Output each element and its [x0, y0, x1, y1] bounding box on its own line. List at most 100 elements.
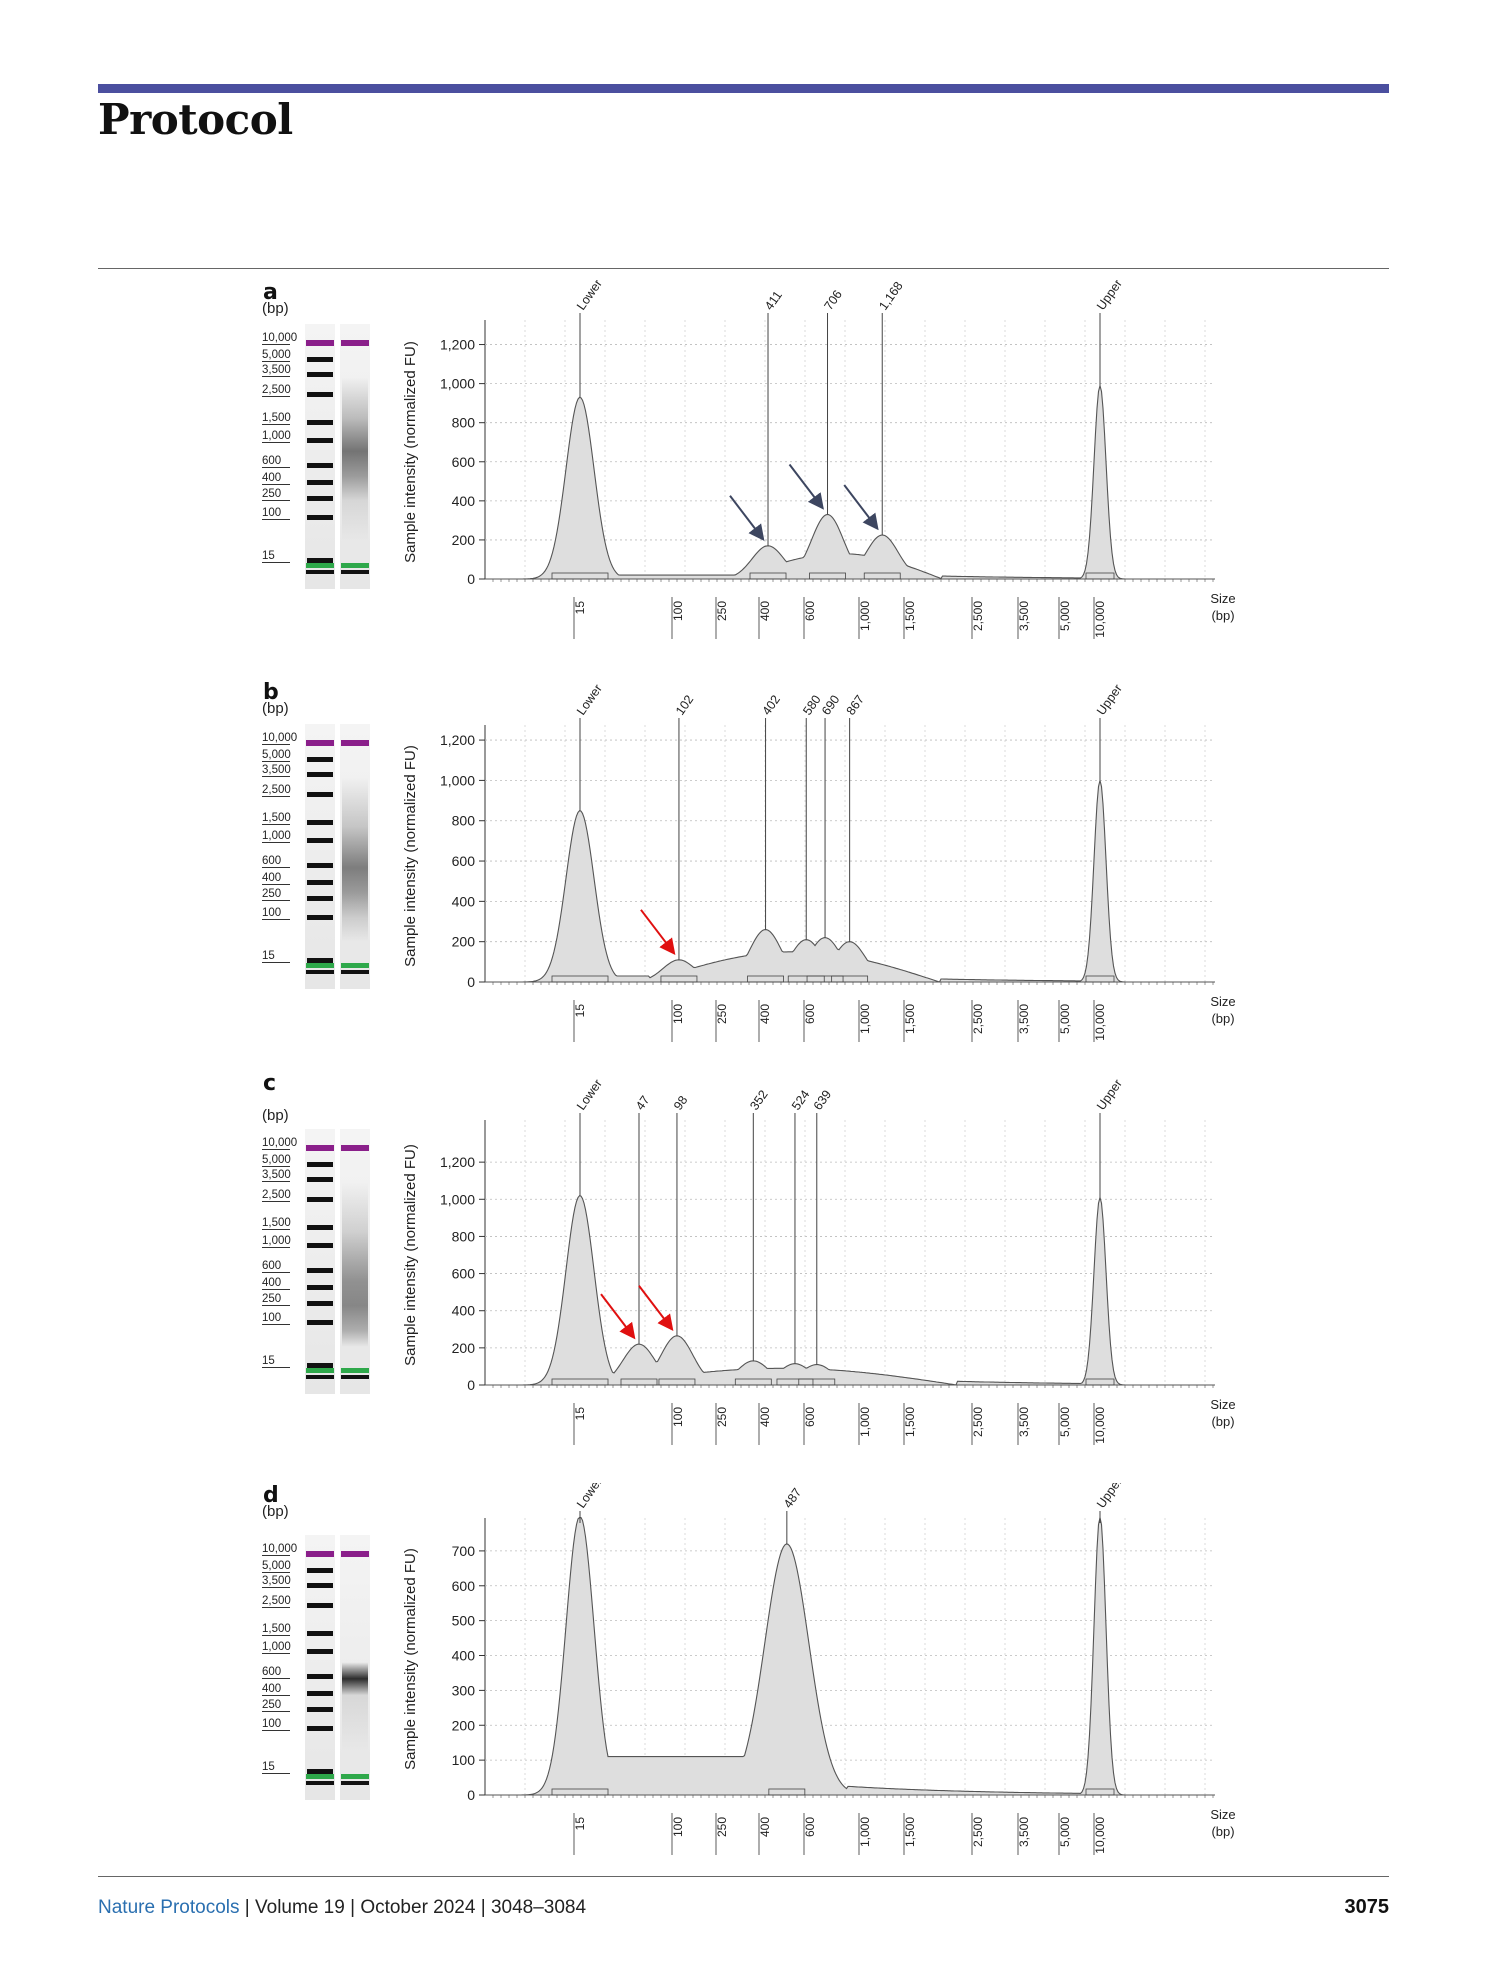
electropherogram-d: 0 100 200 300 400 500 600 700 Sample intensity (…	[305, 1483, 1236, 1855]
ladder-band	[307, 420, 333, 425]
gel-lane-ladder	[305, 1129, 335, 1394]
x-tick-label: 100	[671, 1817, 685, 1837]
ladder-unit-label: (bp)	[262, 1503, 289, 1520]
ladder-band	[307, 1649, 333, 1654]
upper-marker-band	[306, 340, 334, 346]
x-tick-label: 15	[573, 1004, 587, 1018]
ladder-size-label: 5,000	[262, 1560, 291, 1573]
ladder-size-label: 250	[262, 488, 290, 501]
ladder-band	[307, 896, 333, 901]
y-tick-label: 800	[452, 813, 476, 829]
peak-label: 867	[844, 693, 867, 718]
ladder-band	[307, 1726, 333, 1731]
ladder-size-label: 100	[262, 507, 290, 520]
lower-marker-band	[306, 1774, 334, 1779]
y-tick-label: 200	[452, 934, 476, 950]
ladder-band	[307, 1691, 333, 1696]
panel-letter: b	[263, 680, 279, 705]
annotation-arrow	[600, 1293, 636, 1340]
ladder-band	[307, 820, 333, 825]
ladder-band	[307, 1631, 333, 1636]
ladder-size-label: 2,500	[262, 1189, 291, 1202]
x-tick-label: 2,500	[971, 1407, 985, 1437]
ladder-band	[307, 1568, 333, 1573]
ladder-size-label: 10,000	[262, 732, 298, 745]
sample-smear	[342, 1588, 368, 1753]
annotation-arrow	[843, 484, 879, 531]
ladder-size-label: 250	[262, 1293, 290, 1306]
electropherogram-a: 0 200 400 600 800 1,000 1,200 Sample intensity …	[305, 280, 1236, 639]
ladder-band	[307, 1769, 333, 1774]
peak-region-box	[551, 1788, 609, 1796]
ladder-band	[307, 372, 333, 377]
x-tick-label: 2,500	[971, 1004, 985, 1034]
lower-marker-band	[341, 1774, 369, 1779]
footer-date: October 2024	[360, 1897, 476, 1918]
ladder-size-label: 1,500	[262, 1217, 291, 1230]
x-tick-label: 2,500	[971, 601, 985, 631]
intensity-trace	[485, 1195, 1215, 1386]
y-tick-label: 600	[452, 853, 476, 869]
ladder-band	[307, 838, 333, 843]
y-tick-label: 400	[452, 1303, 476, 1319]
intensity-trace	[485, 1517, 1215, 1796]
gel-lane-ladder	[305, 724, 335, 989]
peak-label: 352	[747, 1088, 770, 1113]
ladder-size-label: 10,000	[262, 1137, 298, 1150]
peak-region-box	[1085, 1788, 1115, 1796]
lower-marker-shadow	[341, 970, 369, 974]
ladder-band	[307, 558, 333, 563]
peak-label: Upper	[1094, 1483, 1125, 1511]
intensity-trace	[485, 385, 1215, 580]
electropherogram-c: 0 200 400 600 800 1,000 1,200 Sample intensity …	[305, 1077, 1236, 1445]
x-axis-label: Size	[1210, 994, 1235, 1009]
upper-marker-band	[341, 1145, 369, 1151]
x-tick-label: 1,000	[858, 1407, 872, 1437]
x-tick-label: 100	[671, 601, 685, 621]
y-axis-label: Sample intensity (normalized FU)	[402, 1144, 419, 1366]
ladder-size-label: 250	[262, 888, 290, 901]
y-tick-label: 100	[452, 1752, 476, 1768]
ladder-band	[307, 1225, 333, 1230]
sample-smear	[342, 377, 368, 542]
header-divider	[98, 268, 1389, 269]
y-tick-label: 0	[467, 1377, 475, 1393]
x-tick-label: 400	[758, 601, 772, 621]
y-tick-label: 400	[452, 493, 476, 509]
footer-volume: Volume 19	[255, 1897, 345, 1918]
ladder-size-label: 600	[262, 1666, 290, 1679]
lower-marker-band	[306, 1368, 334, 1373]
ladder-band	[307, 515, 333, 520]
y-axis-label: Sample intensity (normalized FU)	[402, 341, 419, 563]
x-tick-label: 15	[573, 601, 587, 615]
page-number: 3075	[1344, 1896, 1390, 1918]
lower-marker-shadow	[341, 1375, 369, 1379]
x-tick-label: 2,500	[971, 1817, 985, 1847]
peak-region-box	[1085, 975, 1115, 983]
ladder-band	[307, 1177, 333, 1182]
ladder-band	[307, 1243, 333, 1248]
peak-region-box	[798, 1378, 836, 1386]
chart-b: 0 200 400 600 800 1,000 1,200 Sample intensity …	[402, 682, 1236, 1042]
peak-region-box	[1085, 572, 1115, 580]
ladder-band	[307, 1285, 333, 1290]
ladder-band	[307, 1268, 333, 1273]
y-tick-label: 200	[452, 1340, 476, 1356]
footer-journal-link[interactable]: Nature Protocols	[98, 1897, 240, 1918]
ladder-size-label: 15	[262, 1761, 290, 1774]
ladder-band	[307, 1197, 333, 1202]
gel-lane-ladder	[305, 324, 335, 589]
y-tick-label: 400	[452, 1648, 476, 1664]
x-tick-label: 5,000	[1058, 1407, 1072, 1437]
ladder-size-label: 600	[262, 1260, 290, 1273]
gel-lane-sample	[340, 1535, 370, 1800]
ladder-size-label: 3,500	[262, 364, 291, 377]
electropherogram-b: 0 200 400 600 800 1,000 1,200 Sample intensity …	[305, 682, 1236, 1042]
x-axis-unit: (bp)	[1211, 1824, 1234, 1839]
y-tick-label: 1,000	[440, 1191, 475, 1207]
x-tick-label: 5,000	[1058, 1817, 1072, 1847]
panel-letter: a	[263, 280, 278, 305]
x-axis-label: Size	[1210, 591, 1235, 606]
x-axis-unit: (bp)	[1211, 608, 1234, 623]
lower-marker-band	[341, 963, 369, 968]
